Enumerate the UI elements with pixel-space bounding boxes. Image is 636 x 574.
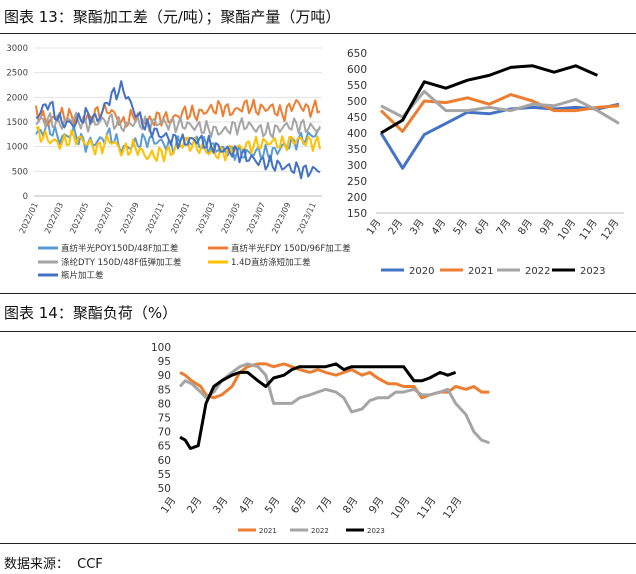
output-y-tick-label: 650 xyxy=(347,48,367,60)
load-y-tick-label: 70 xyxy=(158,427,171,439)
spread-x-tick-label: 2023/03 xyxy=(195,201,217,235)
spread-legend-label: 1.4D直纺涤短加工差 xyxy=(231,257,311,268)
load-legend-label: 2023 xyxy=(367,527,385,535)
load-x-tick-label: 3月 xyxy=(211,495,231,516)
figure-14-title: 图表 14：聚酯负荷（%） xyxy=(4,304,178,322)
output-series-line-2022 xyxy=(380,89,620,125)
output-y-tick-label: 250 xyxy=(347,176,367,188)
load-x-tick-label: 8月 xyxy=(341,495,361,516)
spread-x-tick-label: 2022/09 xyxy=(119,201,141,235)
output-y-tick-label: 350 xyxy=(347,144,367,156)
output-y-tick-label: 450 xyxy=(347,112,367,124)
output-y-tick-label: 200 xyxy=(347,192,367,204)
output-legend-label: 2022 xyxy=(525,266,550,277)
figure-13-title: 图表 13：聚酯加工差（元/吨）；聚酯产量（万吨） xyxy=(4,8,341,26)
figure-14-top-rule xyxy=(0,331,636,332)
load-x-tick-label: 4月 xyxy=(237,495,257,516)
spread-legend-label: 涤纶DTY 150D/48F低弹加工差 xyxy=(61,257,181,268)
output-series-line-2021 xyxy=(379,93,620,133)
output-x-tick-label: 12月 xyxy=(599,217,622,243)
output-y-tick-label: 500 xyxy=(347,96,367,108)
output-y-tick-label: 300 xyxy=(347,160,367,172)
output-x-tick-label: 2月 xyxy=(386,217,405,237)
load-y-tick-label: 100 xyxy=(151,342,171,354)
spread-legend-label: 瓶片加工差 xyxy=(61,270,104,281)
load-x-tick-label: 2月 xyxy=(185,495,205,516)
load-y-tick-label: 95 xyxy=(158,356,171,368)
spread-y-tick-label: 2500 xyxy=(6,69,28,79)
load-y-tick-label: 60 xyxy=(158,455,171,467)
data-source-label: 数据来源： xyxy=(4,557,70,572)
output-legend-label: 2020 xyxy=(409,266,434,277)
output-x-tick-label: 8月 xyxy=(516,217,535,237)
output-y-tick-label: 400 xyxy=(347,128,367,140)
output-y-tick-label: 550 xyxy=(347,80,367,92)
spread-x-tick-label: 2023/05 xyxy=(220,201,242,235)
spread-x-tick-label: 2023/01 xyxy=(169,201,191,235)
load-y-tick-label: 65 xyxy=(158,441,171,453)
load-y-tick-label: 80 xyxy=(158,398,171,410)
spread-x-tick-label: 2023/07 xyxy=(245,201,267,235)
spread-series-line-1 xyxy=(35,119,321,162)
load-x-tick-label: 11月 xyxy=(415,495,439,521)
output-x-tick-label: 6月 xyxy=(472,217,491,237)
load-x-tick-label: 6月 xyxy=(289,495,309,516)
output-y-tick-label: 150 xyxy=(347,208,367,220)
load-legend-label: 2022 xyxy=(311,527,329,535)
output-x-tick-label: 1月 xyxy=(364,217,383,237)
output-x-tick-label: 7月 xyxy=(494,217,513,237)
data-source-value: CCF xyxy=(77,557,103,572)
output-series-line-2020 xyxy=(379,102,620,170)
load-y-tick-label: 90 xyxy=(158,370,171,382)
output-legend-label: 2021 xyxy=(468,266,493,277)
spread-x-tick-label: 2022/05 xyxy=(68,201,90,235)
figure-13-bottom-rule xyxy=(0,293,636,294)
load-series-line-2023 xyxy=(179,362,457,450)
spread-y-tick-label: 3000 xyxy=(6,44,28,54)
output-series-line-2023 xyxy=(380,64,599,135)
load-x-tick-label: 5月 xyxy=(263,495,283,516)
figure-13-top-rule xyxy=(0,33,636,34)
output-x-tick-label: 3月 xyxy=(408,217,427,237)
spread-legend-label: 直纺半光FDY 150D/96F加工差 xyxy=(231,243,351,254)
figure-14-bottom-rule xyxy=(0,543,636,544)
spread-x-tick-label: 2022/03 xyxy=(43,201,65,235)
spread-x-tick-label: 2023/11 xyxy=(296,201,318,235)
spread-y-tick-label: 2000 xyxy=(6,93,28,103)
load-x-tick-label: 7月 xyxy=(315,495,335,516)
spread-x-tick-label: 2023/09 xyxy=(270,201,292,235)
output-y-tick-label: 600 xyxy=(347,64,367,76)
load-x-tick-label: 12月 xyxy=(441,495,465,521)
spread-x-tick-label: 2022/01 xyxy=(18,201,40,235)
load-legend-label: 2021 xyxy=(259,527,277,535)
spread-y-tick-label: 1000 xyxy=(6,143,28,153)
load-x-tick-label: 10月 xyxy=(389,495,413,521)
output-x-tick-label: 5月 xyxy=(451,217,470,237)
load-y-tick-label: 85 xyxy=(158,384,171,396)
output-x-tick-label: 9月 xyxy=(537,217,556,237)
spread-y-tick-label: 1500 xyxy=(6,118,28,128)
load-x-tick-label: 9月 xyxy=(367,495,387,516)
spread-y-tick-label: 500 xyxy=(12,167,28,177)
load-y-tick-label: 50 xyxy=(158,483,171,495)
load-x-tick-label: 1月 xyxy=(159,495,179,516)
output-x-tick-label: 11月 xyxy=(577,217,600,243)
output-x-tick-label: 10月 xyxy=(555,217,578,243)
spread-legend-label: 直纺半光POY150D/48F加工差 xyxy=(61,243,178,254)
spread-series-line-5 xyxy=(35,80,321,180)
spread-y-tick-label: 0 xyxy=(23,192,28,202)
data-source: 数据来源： CCF xyxy=(4,553,103,572)
load-y-tick-label: 75 xyxy=(158,413,171,425)
output-legend-label: 2023 xyxy=(580,266,605,277)
output-x-tick-label: 4月 xyxy=(429,217,448,237)
spread-x-tick-label: 2022/07 xyxy=(93,201,115,235)
load-y-tick-label: 55 xyxy=(158,469,171,481)
spread-x-tick-label: 2022/11 xyxy=(144,201,166,235)
